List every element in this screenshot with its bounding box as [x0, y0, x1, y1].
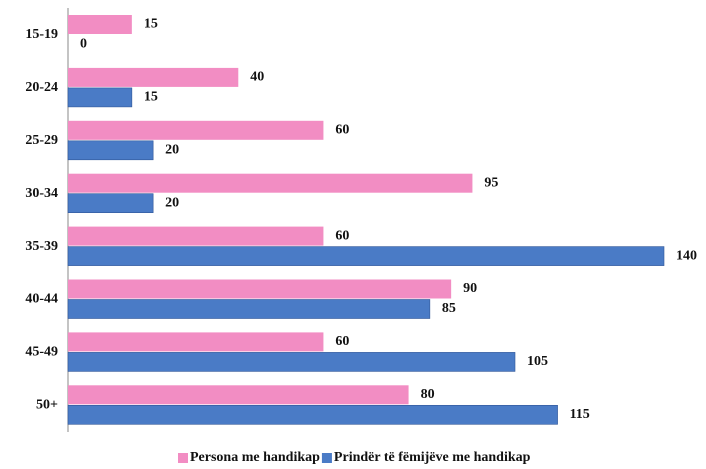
- y-tick-label: 30-34: [25, 186, 58, 201]
- bar: [67, 246, 665, 266]
- bar: [68, 173, 473, 193]
- data-label: 140: [676, 248, 697, 263]
- bar: [67, 352, 516, 372]
- legend-label: Prindër të fëmijëve me handikap: [334, 450, 531, 465]
- bar: [68, 67, 239, 87]
- data-label: 0: [80, 37, 87, 52]
- bar: [67, 87, 133, 108]
- y-tick-label: 20-24: [25, 80, 58, 95]
- bar: [67, 404, 558, 425]
- legend-swatch: [321, 453, 332, 463]
- y-tick-label: 35-39: [25, 239, 58, 254]
- bar: [68, 385, 409, 405]
- data-label: 20: [165, 143, 179, 158]
- bar: [67, 299, 431, 319]
- data-label: 90: [463, 281, 477, 296]
- bar: [68, 279, 452, 299]
- data-label: 40: [250, 70, 264, 85]
- y-tick-label: 45-49: [25, 345, 58, 360]
- data-label: 20: [165, 195, 179, 210]
- y-tick-label: 15-19: [25, 27, 58, 42]
- bar: [68, 332, 324, 352]
- bar: [68, 15, 132, 34]
- data-label: 85: [442, 301, 456, 316]
- legend-label: Persona me handikap: [190, 450, 320, 465]
- bar: [67, 193, 154, 213]
- y-tick-label: 25-29: [25, 133, 58, 148]
- data-label: 80: [421, 387, 435, 402]
- data-label: 60: [335, 228, 349, 243]
- data-label: 60: [335, 334, 349, 349]
- data-label: 15: [144, 17, 158, 32]
- data-label: 105: [527, 354, 548, 369]
- data-label: 115: [570, 407, 590, 422]
- bar: [68, 226, 324, 246]
- legend-swatch: [178, 453, 188, 463]
- data-label: 95: [484, 175, 498, 190]
- y-tick-label: 40-44: [25, 292, 58, 307]
- y-tick-label: 50+: [36, 398, 58, 413]
- data-label: 60: [335, 123, 349, 138]
- bar: [67, 140, 154, 161]
- data-label: 15: [144, 90, 158, 105]
- bar: [68, 120, 324, 140]
